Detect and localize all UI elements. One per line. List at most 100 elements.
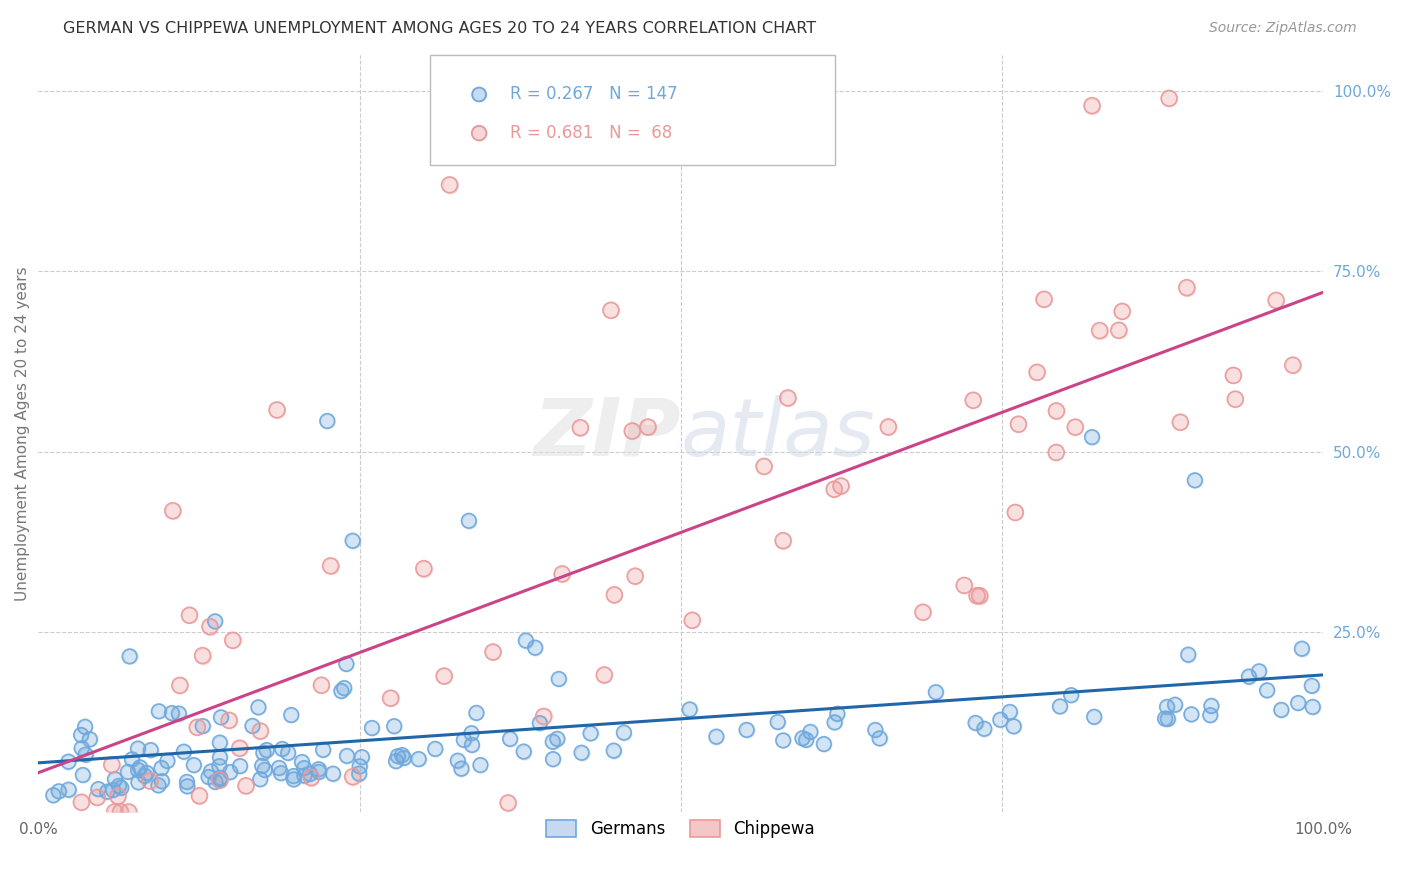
- Point: [969, 589, 991, 603]
- Point: [1247, 665, 1270, 679]
- Point: [382, 719, 405, 733]
- Point: [148, 704, 170, 718]
- Point: [277, 746, 299, 760]
- Point: [347, 766, 370, 780]
- Point: [150, 774, 173, 789]
- Point: [425, 742, 447, 756]
- Point: [457, 514, 479, 528]
- Point: [148, 704, 170, 718]
- Point: [127, 763, 149, 777]
- Point: [391, 748, 413, 763]
- Point: [308, 764, 330, 779]
- Point: [1049, 699, 1071, 714]
- Point: [461, 738, 484, 752]
- Point: [291, 755, 314, 769]
- Point: [134, 769, 156, 783]
- Point: [1064, 420, 1087, 434]
- Point: [169, 678, 191, 692]
- Point: [271, 742, 294, 756]
- Point: [998, 705, 1021, 719]
- Point: [1088, 324, 1111, 338]
- Point: [197, 770, 219, 784]
- Point: [546, 731, 568, 746]
- Point: [330, 684, 353, 698]
- Point: [280, 708, 302, 723]
- Point: [869, 731, 891, 746]
- Point: [1045, 404, 1067, 418]
- Point: [322, 766, 344, 780]
- Point: [204, 775, 226, 789]
- Point: [387, 749, 409, 764]
- Point: [776, 391, 799, 405]
- Point: [735, 723, 758, 737]
- Point: [953, 578, 976, 592]
- Point: [1270, 703, 1292, 717]
- Point: [392, 751, 415, 765]
- Point: [925, 685, 948, 699]
- Point: [209, 710, 232, 724]
- Point: [191, 719, 214, 733]
- Point: [150, 761, 173, 775]
- Point: [824, 715, 846, 730]
- Point: [350, 750, 373, 764]
- Point: [148, 778, 170, 792]
- Point: [242, 719, 264, 733]
- Point: [1222, 368, 1244, 383]
- Point: [292, 769, 315, 783]
- Point: [96, 784, 118, 798]
- Point: [75, 747, 97, 762]
- Point: [253, 763, 276, 777]
- Point: [135, 765, 157, 780]
- Point: [387, 749, 409, 764]
- Point: [176, 775, 198, 789]
- Point: [249, 772, 271, 787]
- Point: [453, 732, 475, 747]
- Point: [283, 769, 305, 783]
- Point: [990, 713, 1012, 727]
- Point: [167, 706, 190, 721]
- Point: [291, 755, 314, 769]
- Point: [602, 743, 624, 757]
- Point: [1002, 719, 1025, 733]
- Point: [953, 578, 976, 592]
- Point: [58, 782, 80, 797]
- Point: [1088, 324, 1111, 338]
- Point: [48, 784, 70, 798]
- Point: [813, 737, 835, 751]
- Point: [499, 731, 522, 746]
- Point: [292, 769, 315, 783]
- Point: [813, 737, 835, 751]
- Point: [252, 746, 274, 760]
- Point: [58, 755, 80, 769]
- Point: [361, 721, 384, 735]
- Point: [1108, 323, 1130, 337]
- Point: [292, 761, 315, 775]
- Text: ZIP: ZIP: [533, 394, 681, 473]
- Point: [160, 706, 183, 720]
- Point: [827, 706, 849, 721]
- Point: [678, 702, 700, 716]
- Point: [169, 678, 191, 692]
- Point: [470, 758, 492, 772]
- Point: [990, 713, 1012, 727]
- Point: [439, 178, 461, 192]
- Point: [412, 561, 434, 575]
- Point: [794, 732, 817, 747]
- Point: [118, 649, 141, 664]
- Point: [515, 633, 537, 648]
- Point: [962, 393, 984, 408]
- Point: [292, 761, 315, 775]
- Point: [250, 759, 273, 773]
- Point: [1256, 683, 1278, 698]
- Point: [308, 762, 330, 776]
- Point: [865, 723, 887, 737]
- Point: [425, 742, 447, 756]
- Point: [1164, 698, 1187, 712]
- Point: [1004, 506, 1026, 520]
- Point: [319, 558, 342, 573]
- Point: [772, 733, 794, 747]
- Point: [799, 724, 821, 739]
- Point: [602, 743, 624, 757]
- Point: [107, 789, 129, 804]
- Point: [1237, 669, 1260, 683]
